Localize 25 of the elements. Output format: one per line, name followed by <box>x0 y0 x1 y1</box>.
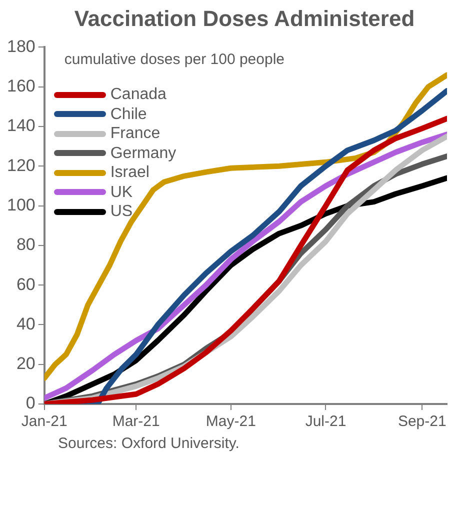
legend-label: Germany <box>110 144 176 164</box>
chart-subtitle: cumulative doses per 100 people <box>64 51 285 68</box>
legend-label: Chile <box>110 104 147 124</box>
source-note: Sources: Oxford University. <box>57 434 240 454</box>
y-tick-label: 140 <box>6 116 36 136</box>
legend-label: UK <box>110 182 133 202</box>
x-tick-label: Jul-21 <box>305 413 346 430</box>
y-tick-label: 60 <box>16 274 36 294</box>
x-tick-label: May-21 <box>206 413 256 430</box>
y-tick-label: 40 <box>16 314 36 334</box>
x-tick-label: Mar-21 <box>112 413 160 430</box>
x-tick-label: Sep-21 <box>398 413 446 430</box>
y-tick-label: 0 <box>26 394 36 413</box>
legend-label: Canada <box>110 85 166 105</box>
y-tick-label: 160 <box>6 76 36 96</box>
y-tick-label: 100 <box>6 195 36 214</box>
legend-label: France <box>110 124 160 144</box>
chart-title: Vaccination Doses Administered <box>73 5 416 33</box>
x-tick-label: Jan-21 <box>21 413 68 430</box>
legend-label: US <box>110 202 133 222</box>
y-tick-label: 80 <box>16 235 36 254</box>
y-tick-label: 120 <box>6 156 36 175</box>
legend-label: Israel <box>110 163 150 183</box>
y-tick-label: 20 <box>16 354 36 374</box>
y-tick-label: 180 <box>6 36 36 56</box>
